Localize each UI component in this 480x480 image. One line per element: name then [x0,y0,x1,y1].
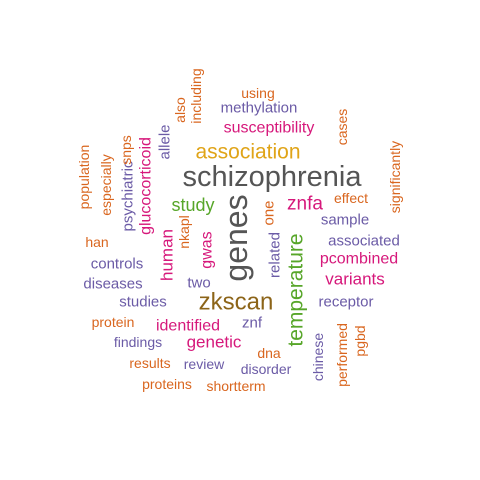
word-especially: especially [98,154,114,215]
word-studies: studies [119,294,167,311]
word-human: human [158,229,177,281]
word-han: han [85,234,108,250]
word-nkapl: nkapl [176,215,192,248]
word-receptor: receptor [318,294,373,311]
word-performed: performed [334,323,350,387]
word-genetic: genetic [187,333,242,352]
word-gwas: gwas [199,231,216,268]
word-protein: protein [92,314,135,330]
word-allele: allele [157,124,174,159]
word-population: population [76,145,92,210]
word-susceptibility: susceptibility [224,120,315,137]
word-schizophrenia: schizophrenia [183,161,363,193]
word-zkscan: zkscan [199,289,274,316]
word-results: results [129,355,170,371]
word-pgbd: pgbd [352,325,368,356]
word-pcombined: pcombined [320,251,398,268]
word-associated: associated [328,233,400,250]
word-also: also [172,97,188,123]
word-one: one [261,200,278,225]
word-disorder: disorder [241,361,292,377]
word-study: study [171,195,214,215]
word-znfa: znfa [287,194,323,215]
word-znf: znf [242,315,263,332]
word-dna: dna [257,345,281,361]
word-including: including [188,68,204,123]
word-sample: sample [321,212,369,229]
word-glucocorticoid: glucocorticoid [138,137,155,235]
word-psychiatric: psychiatric [120,160,137,231]
word-diseases: diseases [83,276,142,293]
word-related: related [267,232,284,278]
word-effect: effect [334,190,368,206]
word-controls: controls [91,256,144,273]
word-chinese: chinese [310,333,326,381]
word-review: review [184,356,225,372]
word-genes: genes [218,194,254,281]
word-using: using [241,85,274,101]
word-proteins: proteins [142,376,192,392]
word-findings: findings [114,334,162,350]
word-variants: variants [325,270,385,289]
word-significantly: significantly [387,141,403,213]
word-identified: identified [156,318,220,335]
word-snps: snps [118,135,134,165]
word-temperature: temperature [285,233,308,346]
word-two: two [187,275,210,292]
word-methylation: methylation [221,100,298,117]
word-association: association [195,141,300,164]
word-cases: cases [334,109,350,146]
word-shortterm: shortterm [206,378,265,394]
